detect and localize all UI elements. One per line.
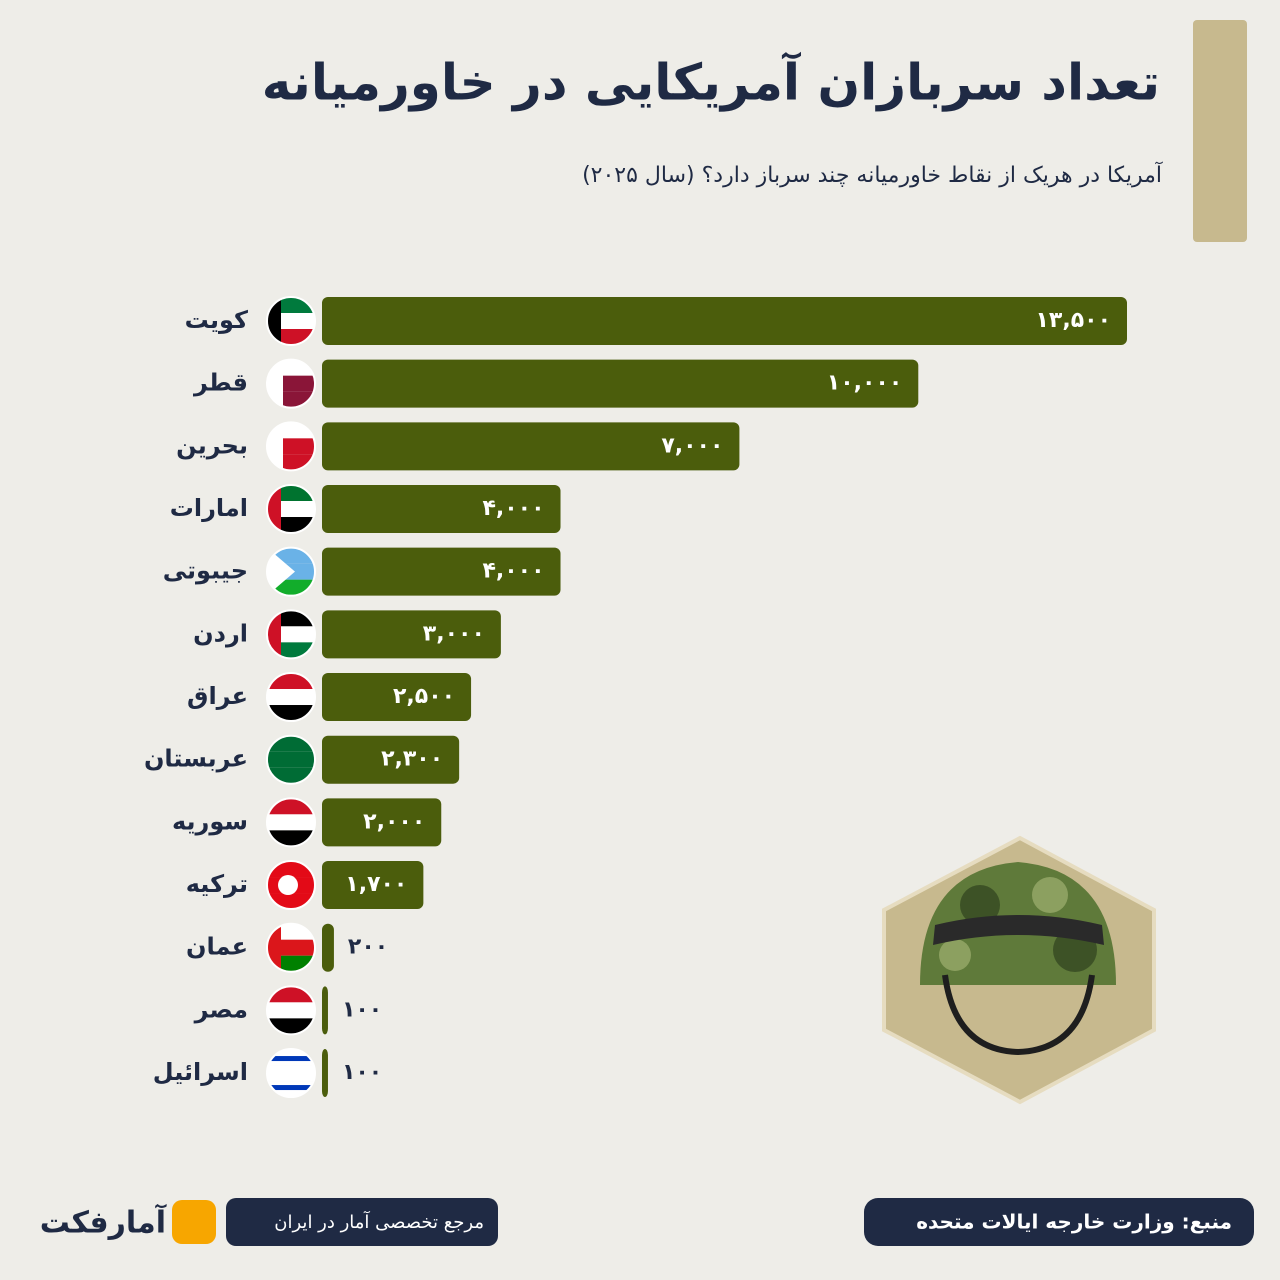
flag-stripe [267,689,315,706]
flag-border [266,546,316,597]
category-label: جیبوتی [163,557,248,585]
flag-stripe [267,751,315,768]
source-pill [864,1198,1254,1246]
bar [322,297,1127,345]
flag-border [266,1048,316,1099]
category-label: کویت [185,306,248,334]
value-label: ۲,۵۰۰ [393,684,455,709]
flag-stripe [267,1085,315,1091]
flag-border [266,484,316,535]
flag-border [266,296,316,346]
flag-stripe [267,814,315,831]
bar [322,861,424,910]
flag-stripe [267,1002,315,1019]
flag-stripe [267,1056,315,1062]
flag-stripe [267,1065,315,1082]
accent-bar [1193,20,1247,242]
source: منبع: وزارت خارجه ایالات متحده [916,1210,1232,1234]
tagline: مرجع تخصصی آمار در ایران [274,1210,484,1233]
category-label: اردن [193,619,248,647]
value-label: ۲,۳۰۰ [381,747,443,772]
chart-subtitle: آمریکا در هریک از نقاط خاورمیانه چند سرب… [582,161,1163,188]
flag-border [266,797,316,848]
value-label: ۱۳,۵۰۰ [1036,308,1112,333]
bar [322,986,328,1035]
category-label: قطر [193,369,248,397]
bar [322,923,334,972]
tagline-pill [226,1198,498,1246]
category-label: عراق [187,682,248,710]
logo: آمارفکت [40,1204,167,1241]
flag-hoist [267,547,295,596]
category-label: عمان [186,933,248,961]
flag-border [266,672,316,723]
bar [322,798,442,847]
category-label: ترکیه [186,870,248,898]
category-label: سوریه [172,807,248,835]
flag-border [266,922,316,973]
chart-title: تعداد سربازان آمریکایی در خاورمیانه [262,52,1160,113]
bar [322,673,472,722]
bar [322,359,919,408]
flag-border [266,421,316,472]
value-label: ۲,۰۰۰ [363,809,425,834]
flag-border [266,609,316,660]
category-label: اسرائیل [153,1058,248,1086]
value-label: ۱۰,۰۰۰ [827,371,903,396]
category-label: بحرین [176,431,248,459]
helmet-badge [882,835,1156,1105]
flag-border [266,734,316,785]
flag-border [266,358,316,409]
flag-border [266,985,316,1036]
flag-border [266,860,316,911]
bar [322,735,460,784]
bar [322,610,501,659]
logo-icon [172,1200,216,1244]
value-label: ۲۰۰ [348,935,388,960]
value-label: ۱۰۰ [342,1060,382,1085]
flag-mark [278,875,298,896]
category-label: مصر [194,995,248,1023]
value-label: ۱۰۰ [342,997,382,1022]
value-label: ۷,۰۰۰ [661,433,723,458]
value-label: ۴,۰۰۰ [482,496,544,521]
value-label: ۳,۰۰۰ [423,621,485,646]
value-label: ۱,۷۰۰ [345,872,407,897]
bar [322,485,561,534]
bar [322,1049,328,1098]
category-label: امارات [170,494,248,522]
value-label: ۴,۰۰۰ [482,559,544,584]
bar [322,547,561,596]
bar [322,422,740,471]
category-label: عربستان [144,745,248,773]
